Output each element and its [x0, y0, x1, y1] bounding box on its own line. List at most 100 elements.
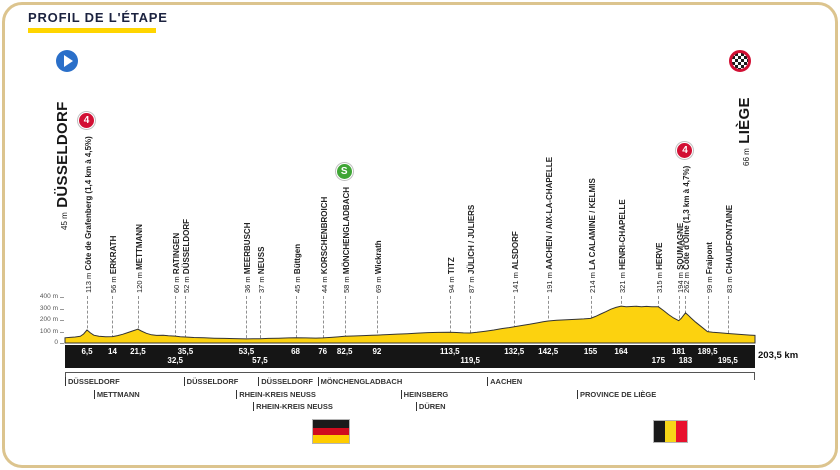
region-axis-left-tick [65, 372, 66, 380]
waypoint-km-mark: 155 [583, 346, 598, 356]
waypoint-line [678, 296, 680, 343]
waypoint-km-mark: 35,5 [177, 346, 194, 356]
finish-elevation: 66 m [742, 148, 751, 166]
waypoint-name: Côte d'Olne (1,3 km à 4,7%) [682, 165, 692, 270]
waypoint-name: MEERBUSCH [243, 222, 253, 275]
finish-label: 66 m LIÈGE [736, 97, 754, 166]
waypoint-elevation: 141 m [511, 272, 521, 293]
waypoint-line [322, 296, 324, 343]
waypoint-label: 99 m Fraipont [705, 242, 714, 293]
waypoint-label: 214 m LA CALAMINE / KELMIS [588, 178, 597, 293]
waypoint-label: 83 m CHAUDFONTAINE [725, 205, 734, 293]
region-axis-right-tick [754, 372, 755, 380]
waypoint-km-mark: 6,5 [81, 346, 93, 356]
start-icon [56, 50, 78, 72]
waypoint-name: METTMANN [134, 224, 144, 270]
finish-city: LIÈGE [736, 97, 753, 144]
waypoint-elevation: 99 m [704, 276, 714, 293]
waypoint-line [87, 296, 89, 343]
waypoint-name: Côte de Grafenberg (1,4 km à 4,5%) [84, 136, 94, 271]
waypoint-label: 56 m ERKRATH [109, 236, 118, 293]
y-axis-tick-label: 100 m [39, 327, 58, 335]
waypoint-km-mark: 181 [672, 346, 686, 356]
sprint-badge-icon: S [335, 163, 353, 180]
y-axis-tick-label: 300 m [39, 304, 58, 312]
waypoint-elevation: 56 m [109, 276, 119, 293]
waypoint-km-mark: 132,5 [504, 346, 525, 356]
waypoint-elevation: 321 m [618, 272, 628, 293]
waypoint-km-mark: 189,5 [697, 346, 718, 356]
waypoint-name: MÖNCHENGLADBACH [341, 186, 351, 275]
waypoint-km-mark: 82,5 [336, 346, 353, 356]
waypoint-elevation: 69 m [373, 276, 383, 293]
waypoint-line [344, 296, 346, 343]
y-axis-tickmark [60, 343, 64, 344]
waypoint-line [137, 296, 139, 343]
waypoint-km-mark: 53,5 [238, 346, 255, 356]
waypoint-elevation: 94 m [446, 276, 456, 293]
region-label: RHEIN-KREIS NEUSS [236, 389, 316, 399]
y-axis-tick-label: 200 m [39, 316, 58, 323]
waypoint-elevation: 58 m [341, 276, 351, 293]
page-title: PROFIL DE L'ÉTAPE [28, 10, 168, 33]
waypoint-km-mark: 175 [651, 356, 666, 365]
waypoint-name: NEUSS [256, 246, 266, 275]
waypoint-label: 113 m Côte de Grafenberg (1,4 km à 4,5%) [84, 136, 93, 293]
waypoint-line [175, 296, 177, 343]
waypoint-label: 87 m JÜLICH / JULIERS [467, 205, 476, 293]
waypoint-name: DÜSSELDORF [182, 218, 192, 275]
waypoint-label: 60 m RATINGEN [172, 233, 181, 293]
waypoint-line [621, 296, 623, 343]
region-label: DÜSSELDORF [258, 377, 313, 386]
play-triangle-icon [64, 55, 73, 67]
waypoint-km-mark: 14 [108, 346, 117, 356]
region-label: MÖNCHENGLADBACH [317, 377, 402, 386]
page-title-text: PROFIL DE L'ÉTAPE [28, 10, 168, 25]
waypoint-km-mark: 119,5 [460, 356, 480, 365]
waypoint-elevation: 44 m [319, 276, 329, 293]
waypoint-line [548, 296, 550, 343]
waypoint-line [590, 296, 592, 343]
waypoint-label: 141 m ALSDORF [511, 231, 520, 293]
region-label: DÜSSELDORF [183, 377, 238, 386]
waypoint-label: 52 m DÜSSELDORF [182, 219, 191, 293]
total-distance: 203,5 km [758, 350, 799, 361]
waypoint-name: KORSCHENBROICH [319, 196, 329, 275]
waypoint-name: AACHEN / AIX-LA-CHAPELLE [545, 156, 555, 270]
waypoint-line [685, 296, 687, 343]
waypoint-km-mark: 195,5 [717, 356, 738, 365]
waypoint-line [658, 296, 660, 343]
region-label: METTMANN [93, 389, 140, 399]
y-axis-tickmark [60, 308, 64, 310]
waypoint-km-mark: 68 [291, 346, 301, 356]
start-label: 45 m DÜSSELDORF [54, 101, 72, 230]
waypoint-name: LA CALAMINE / KELMIS [587, 178, 597, 270]
waypoint-elevation: 83 m [724, 276, 734, 293]
waypoint-elevation: 120 m [134, 272, 144, 293]
waypoint-name: ERKRATH [109, 235, 119, 275]
waypoint-line [470, 296, 472, 343]
waypoint-label: 262 m Côte d'Olne (1,3 km à 4,7%) [682, 166, 691, 293]
cat4-climb-badge-icon: 4 [78, 112, 96, 129]
waypoint-label: 58 m MÖNCHENGLADBACH [342, 187, 351, 293]
waypoint-elevation: 37 m [256, 276, 266, 293]
waypoint-label: 69 m Wickrath [374, 240, 383, 293]
waypoint-label: 37 m NEUSS [257, 247, 266, 293]
waypoint-label: 120 m METTMANN [135, 224, 144, 293]
y-axis-tickmark [60, 297, 64, 298]
waypoint-name: HENRI-CHAPELLE [618, 199, 628, 270]
waypoint-elevation: 60 m [172, 276, 182, 293]
region-label: PROVINCE DE LIÈGE [576, 389, 656, 399]
waypoint-name: HERVE [655, 242, 665, 270]
waypoint-label: 191 m AACHEN / AIX-LA-CHAPELLE [545, 157, 554, 293]
waypoint-km-mark: 183 [678, 356, 693, 365]
belgium-flag-icon [654, 421, 687, 442]
waypoint-km-mark: 92 [372, 346, 382, 356]
elevation-profile-path [64, 305, 756, 344]
waypoint-label: 45 m Büttgen [293, 244, 302, 293]
start-city: DÜSSELDORF [54, 101, 71, 208]
waypoint-name: ALSDORF [511, 231, 521, 270]
waypoint-elevation: 45 m [292, 276, 302, 293]
